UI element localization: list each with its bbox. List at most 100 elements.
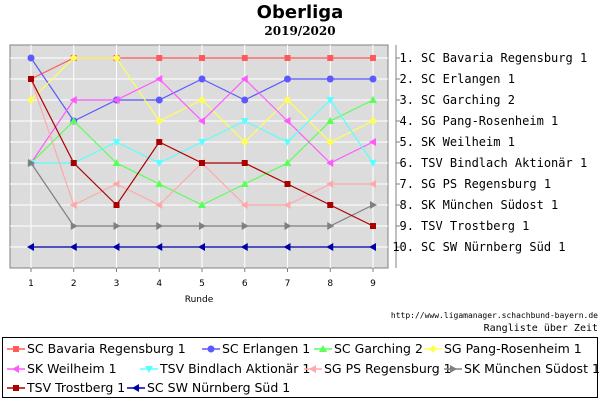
legend-marker [319,345,327,352]
rank-label: TSV Bindlach Aktionär 1 [421,156,587,170]
data-point [283,96,292,104]
data-point [70,222,78,230]
rank-label: SK München Südost 1 [421,198,558,212]
data-point [113,202,120,208]
data-point [370,223,376,229]
data-point [198,243,205,251]
series-3 [27,96,377,208]
data-point [284,181,291,187]
legend-label: TSV Trostberg 1 [27,380,126,395]
legend-marker [132,384,139,392]
legend-marker [429,345,437,353]
data-point [241,222,249,230]
data-point [369,117,377,125]
data-point [28,159,35,167]
data-point [326,243,334,251]
data-point [155,243,163,251]
data-point [155,75,163,83]
x-tick-label: 9 [370,279,376,289]
data-point [69,243,77,251]
data-point [112,54,121,62]
data-point [283,201,291,209]
data-point [369,96,377,103]
series-4 [27,54,377,146]
data-point [369,75,377,83]
legend-swatch [7,385,25,391]
data-point [327,202,334,208]
data-point [327,222,335,230]
rank-label: TSV Trostberg 1 [421,219,529,233]
data-point [113,222,121,230]
rank-chart: 1 2 3 4 5 6 7 8 9 Runde 1. SC Bavaria Regensburg 1 2… [9,44,587,305]
data-point [198,139,206,146]
rank-label: SC Bavaria Regensburg 1 [421,51,587,65]
data-point [112,243,120,251]
data-point [198,96,206,104]
data-point [283,139,292,146]
data-point [369,138,376,146]
legend-marker [145,366,153,373]
legend-marker [13,346,19,352]
data-point [198,201,206,208]
data-point [326,97,335,104]
rank-label: SK Weilheim 1 [421,135,515,149]
data-point [240,118,249,125]
rank-number: 9. [400,219,414,233]
chart-subtitle: 2019/2020 [264,24,336,38]
rank-number: 2. [400,72,414,86]
x-tick-label: 5 [199,279,205,289]
legend-swatch [7,346,25,352]
x-tick-label: 4 [156,279,162,289]
data-point [70,160,77,166]
x-tick-label: 7 [285,279,291,289]
rank-label: SC SW Nürnberg Süd 1 [421,240,566,254]
plot-area [9,44,389,269]
legend-label: TSV Bindlach Aktionär 1 [160,361,311,376]
legend-swatch [202,345,220,353]
data-point [155,117,164,125]
data-point [283,117,291,125]
legend-label: SG PS Regensburg 1 [324,361,452,376]
rank-number: 4. [400,114,414,128]
legend-label: SK München Südost 1 [464,361,600,376]
data-point [327,55,334,61]
data-point [240,201,248,209]
series-2 [27,54,377,125]
rank-number: 6. [400,156,414,170]
data-point [283,243,291,251]
data-point [241,160,248,166]
rank-number: 5. [400,135,414,149]
legend-marker [450,365,457,373]
data-point [27,243,34,251]
data-point [283,159,292,166]
data-point [156,55,163,61]
series-8 [28,159,377,230]
rank-label: SC Garching 2 [421,93,515,107]
data-point [112,139,121,146]
data-point [199,222,206,230]
data-point [27,96,35,104]
data-point [326,180,334,188]
data-point [284,222,292,230]
data-point [28,76,34,82]
data-point [69,201,77,209]
legend-label: SG Pang-Rosenheim 1 [444,341,582,356]
legend-swatch [424,345,442,353]
data-point [155,180,164,187]
data-point [326,138,335,146]
legend-label: SC Bavaria Regensburg 1 [27,341,186,356]
legend-marker [309,365,316,373]
data-point [156,222,164,230]
data-point [241,96,249,104]
series-5 [27,75,376,167]
data-point [155,160,164,167]
legend-label: SC Garching 2 [334,341,423,356]
data-point [112,180,120,188]
data-point [112,96,120,104]
legend-marker [207,345,215,353]
data-point [369,180,376,188]
rank-label: SC Erlangen 1 [421,72,515,86]
data-point [69,96,77,104]
legend-swatch [314,345,332,352]
rank-number: 7. [400,177,414,191]
